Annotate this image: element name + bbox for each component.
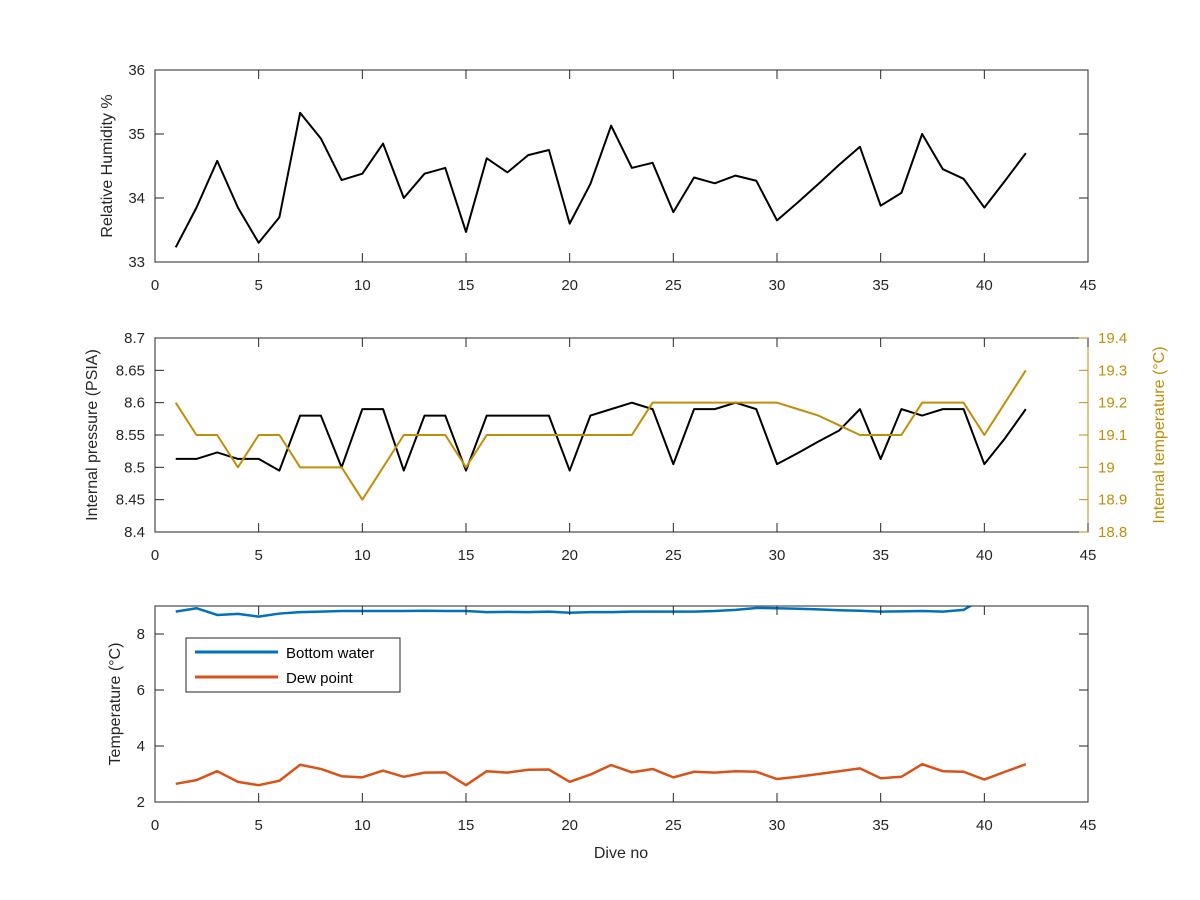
- humidity-y-tick-label-1: 34: [128, 190, 145, 207]
- pressure-y2-tick-label-4: 19.2: [1098, 395, 1127, 412]
- humidity-plot-area: [155, 70, 1088, 262]
- humidity-axes-box: [154, 69, 1089, 263]
- temperature-panel: 0 5 10 15 20 25 30 35 40 45 2 4 6 8 Temperature (°C)…: [107, 605, 1097, 862]
- humidity-y-tick-label-3: 36: [128, 62, 145, 79]
- pressure-temperature-panel: 0 5 10 15 20 25 30 35 40 45 8.4 8.45 8.5 8.55 8.6 8.65…: [84, 330, 1168, 564]
- temperature-x-ticks: 0 5 10 15 20 25 30 35 40 45: [151, 606, 1097, 834]
- pressure-x-tick-label-5: 25: [665, 547, 682, 564]
- pressure-x-tick-label-3: 15: [458, 547, 475, 564]
- pressure-x-ticks: 0 5 10 15 20 25 30 35 40 45: [151, 338, 1097, 564]
- temperature-x-tick-label-6: 30: [769, 817, 786, 834]
- pressure-y-tick-label-1: 8.45: [116, 492, 145, 509]
- temperature-plot-area: [155, 606, 1088, 802]
- humidity-line-series-0: [174, 111, 1027, 248]
- humidity-x-tick-label-6: 30: [769, 277, 786, 294]
- humidity-y-ticks: 33 34 35 36: [128, 62, 1088, 271]
- pressure-x-tick-label-0: 0: [151, 547, 159, 564]
- temperature-x-tick-label-0: 0: [151, 817, 159, 834]
- temperature-right-axis-label: Internal temperature (°C): [1151, 346, 1168, 523]
- temperature-y-axis-label: Temperature (°C): [107, 643, 124, 766]
- temperature-series-group: [175, 606, 1027, 787]
- legend-label-dew-point: Dew point: [286, 670, 354, 687]
- pressure-x-tick-label-9: 45: [1080, 547, 1097, 564]
- pressure-line-series-0: [175, 401, 1027, 472]
- temperature-x-tick-label-5: 25: [665, 817, 682, 834]
- temperature-y-tick-label-0: 2: [137, 794, 145, 811]
- temperature-x-tick-label-4: 20: [561, 817, 578, 834]
- humidity-panel: 0 5 10 15 20 25 30 35 40 45 33 34 35 36 Relative Hum…: [99, 62, 1096, 294]
- humidity-x-tick-label-2: 10: [354, 277, 371, 294]
- pressure-y-tick-label-3: 8.55: [116, 427, 145, 444]
- temperature-x-tick-label-9: 45: [1080, 817, 1097, 834]
- temperature-x-tick-label-2: 10: [354, 817, 371, 834]
- pressure-x-tick-label-8: 40: [976, 547, 993, 564]
- temperature-x-tick-label-1: 5: [254, 817, 262, 834]
- temperature-y-tick-label-1: 4: [137, 738, 145, 755]
- temperature-y-tick-label-2: 6: [137, 682, 145, 699]
- humidity-x-tick-label-0: 0: [151, 277, 159, 294]
- pressure-y2-tick-label-2: 19: [1098, 459, 1115, 476]
- temperature-y-tick-label-3: 8: [137, 626, 145, 643]
- humidity-y-axis-label: Relative Humidity %: [99, 94, 116, 237]
- pressure-x-tick-label-2: 10: [354, 547, 371, 564]
- temperature-line-dew-point: [175, 762, 1027, 787]
- humidity-x-ticks: 0 5 10 15 20 25 30 35 40 45: [151, 70, 1097, 294]
- pressure-y-ticks: 8.4 8.45 8.5 8.55 8.6 8.65 8.7: [116, 330, 164, 541]
- pressure-y2-tick-label-1: 18.9: [1098, 492, 1127, 509]
- legend-box: [185, 637, 401, 693]
- pressure-y-tick-label-2: 8.5: [124, 459, 145, 476]
- pressure-x-tick-label-4: 20: [561, 547, 578, 564]
- humidity-x-tick-label-5: 25: [665, 277, 682, 294]
- humidity-series-group: [174, 111, 1027, 248]
- pressure-line-series-1: [174, 369, 1027, 501]
- pressure-x-tick-label-1: 5: [254, 547, 262, 564]
- humidity-x-tick-label-8: 40: [976, 277, 993, 294]
- pressure-y-tick-label-5: 8.65: [116, 362, 145, 379]
- legend-label-bottom-water: Bottom water: [286, 645, 374, 662]
- pressure-y2-tick-label-5: 19.3: [1098, 362, 1127, 379]
- pressure-y-axis-label: Internal pressure (PSIA): [84, 349, 101, 521]
- temperature-legend: Bottom water Dew point: [185, 637, 401, 693]
- temperature-x-tick-label-8: 40: [976, 817, 993, 834]
- temperature-x-tick-label-3: 15: [458, 817, 475, 834]
- dive-no-x-axis-label: Dive no: [594, 845, 648, 862]
- temperature-right-ticks: 18.8 18.9 19 19.1 19.2 19.3 19.4: [1079, 330, 1127, 541]
- temperature-axes-box: [154, 605, 1089, 803]
- humidity-x-tick-label-9: 45: [1080, 277, 1097, 294]
- humidity-x-tick-label-7: 35: [872, 277, 889, 294]
- temperature-y-ticks: 2 4 6 8: [137, 626, 1088, 811]
- humidity-x-tick-label-3: 15: [458, 277, 475, 294]
- pressure-y-tick-label-0: 8.4: [124, 524, 145, 541]
- pressure-x-tick-label-6: 30: [769, 547, 786, 564]
- humidity-y-tick-label-2: 35: [128, 126, 145, 143]
- pressure-series-group: [174, 369, 1027, 501]
- humidity-x-tick-label-1: 5: [254, 277, 262, 294]
- pressure-y2-tick-label-0: 18.8: [1098, 524, 1127, 541]
- pressure-y2-tick-label-3: 19.1: [1098, 427, 1127, 444]
- pressure-y-tick-label-4: 8.6: [124, 395, 145, 412]
- pressure-y-tick-label-6: 8.7: [124, 330, 145, 347]
- humidity-x-tick-label-4: 20: [561, 277, 578, 294]
- pressure-y2-tick-label-6: 19.4: [1098, 330, 1127, 347]
- temperature-line-bottom-water: [175, 606, 973, 618]
- humidity-y-tick-label-0: 33: [128, 254, 145, 271]
- temperature-x-tick-label-7: 35: [872, 817, 889, 834]
- pressure-x-tick-label-7: 35: [872, 547, 889, 564]
